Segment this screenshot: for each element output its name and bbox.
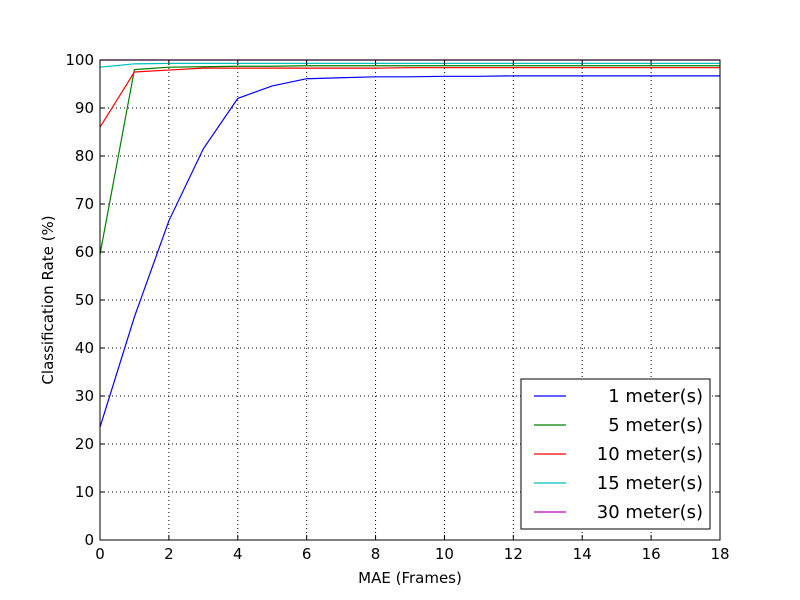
y-tick-label: 90 [75, 99, 94, 117]
y-tick-label: 0 [84, 531, 94, 549]
series-line-1 [99, 75, 720, 428]
x-tick-label: 0 [95, 545, 105, 563]
y-tick-label: 10 [75, 483, 94, 501]
x-tick-label: 14 [573, 545, 592, 563]
axis-ticks: 0 2 4 6 8 10 12 14 16 18 0 10 20 30 40 50 60 70 80 90 100 [65, 51, 729, 563]
x-tick-label: 4 [233, 545, 243, 563]
y-tick-label: 70 [75, 195, 94, 213]
legend: 1 meter(s) 5 meter(s) 10 meter(s) 15 meter(… [520, 378, 711, 530]
x-tick-label: 12 [504, 545, 523, 563]
x-axis-title: MAE (Frames) [358, 569, 462, 587]
legend-label-3: 10 meter(s) [597, 444, 703, 465]
legend-label-1: 1 meter(s) [608, 386, 703, 407]
y-tick-label: 50 [75, 291, 94, 309]
x-tick-label: 6 [302, 545, 312, 563]
y-axis-title: Classification Rate (%) [39, 215, 57, 384]
y-tick-label: 80 [75, 147, 94, 165]
x-tick-label: 10 [435, 545, 454, 563]
y-tick-label: 20 [75, 435, 94, 453]
legend-label-4: 15 meter(s) [597, 473, 703, 494]
series-line-4 [99, 62, 720, 68]
series-line-2 [99, 65, 720, 255]
y-tick-label: 60 [75, 243, 94, 261]
y-tick-label: 100 [65, 51, 94, 69]
legend-label-2: 5 meter(s) [608, 415, 703, 436]
series-line-3 [99, 67, 720, 128]
x-tick-label: 18 [710, 545, 729, 563]
y-tick-label: 40 [75, 339, 94, 357]
x-tick-label: 2 [164, 545, 174, 563]
legend-label-5: 30 meter(s) [597, 502, 703, 523]
y-tick-label: 30 [75, 387, 94, 405]
x-tick-label: 16 [642, 545, 661, 563]
x-tick-label: 8 [371, 545, 381, 563]
legend-entries: 1 meter(s) 5 meter(s) 10 meter(s) 15 meter(… [534, 386, 703, 523]
